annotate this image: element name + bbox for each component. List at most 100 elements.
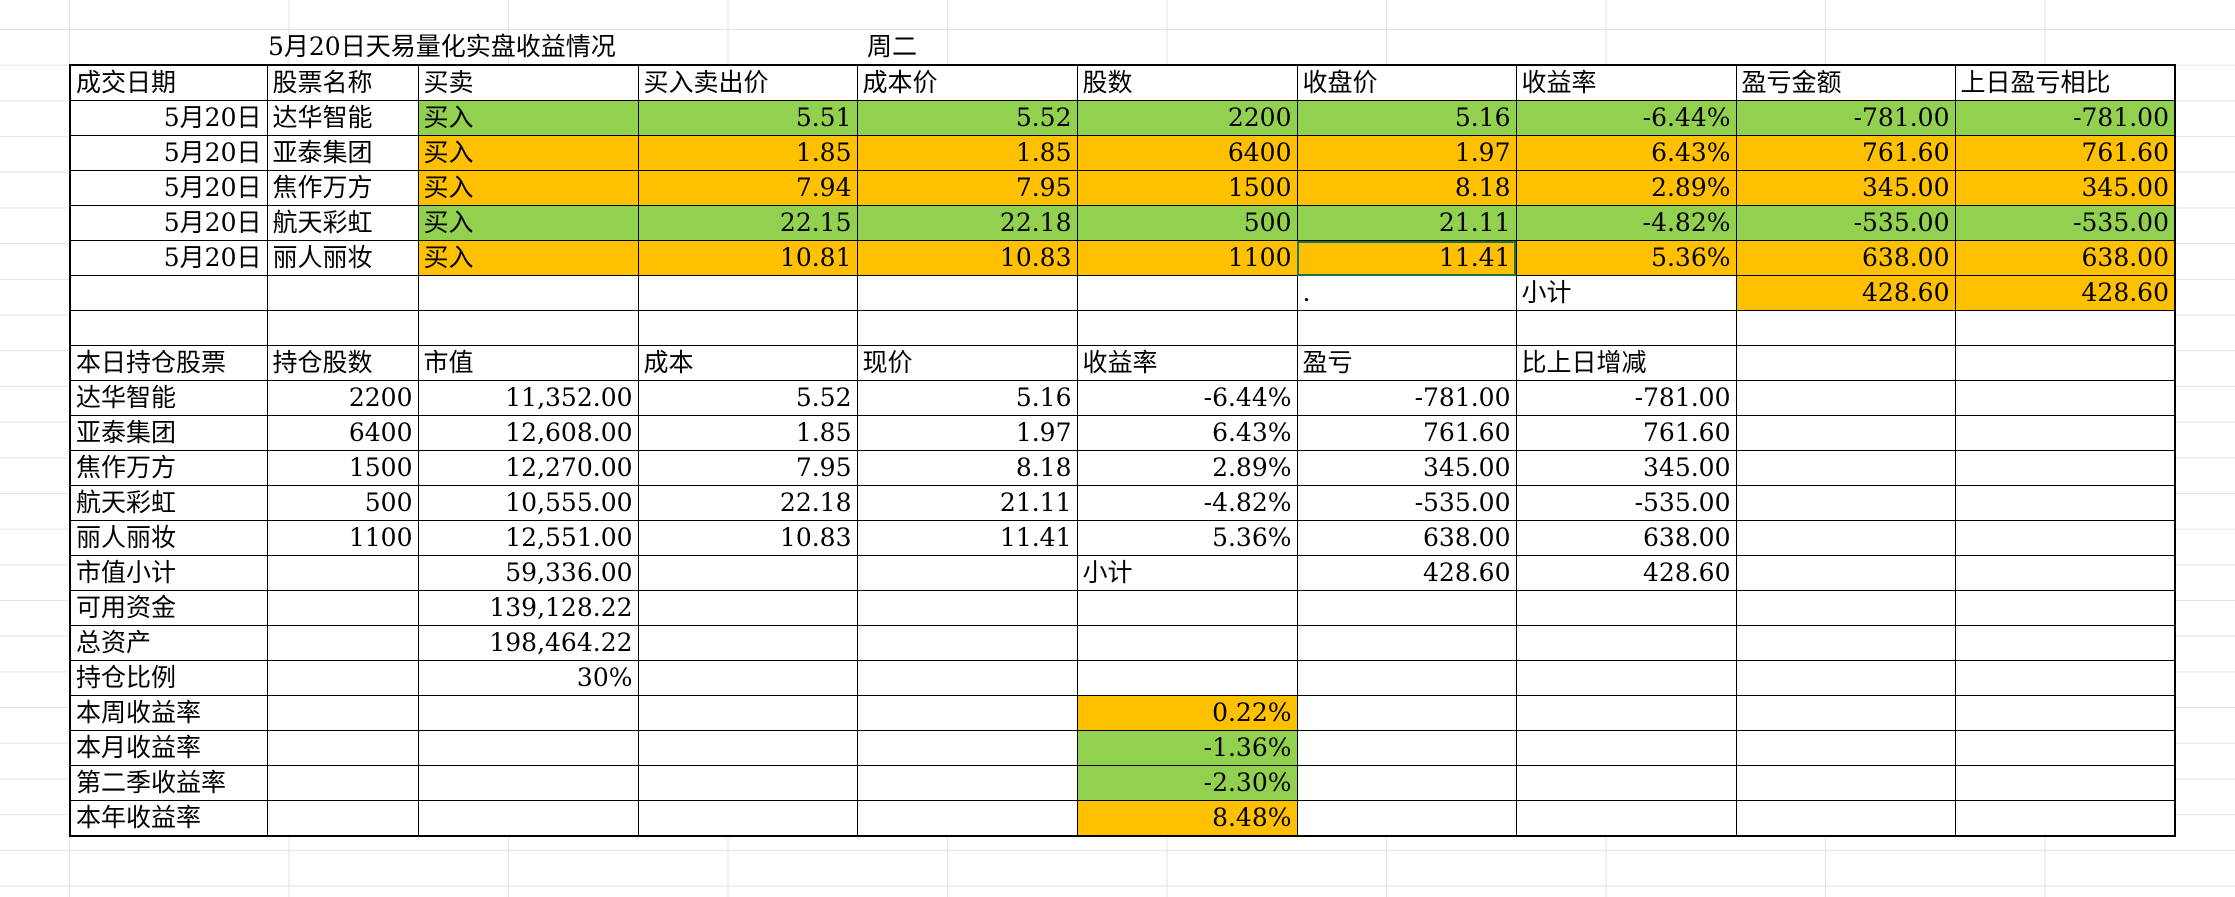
holding-cell-holding-stock[interactable]: 丽人丽妆	[69, 519, 268, 556]
trade-cell-return-rate[interactable]: -6.44%	[1515, 100, 1737, 136]
trade-subtotal-vs-prev[interactable]: 428.60	[1954, 275, 2176, 311]
empty-cell[interactable]	[856, 275, 1078, 311]
empty-cell[interactable]	[266, 764, 419, 801]
empty-cell[interactable]	[1954, 624, 2176, 661]
empty-cell[interactable]	[1515, 589, 1737, 626]
empty-cell[interactable]	[417, 799, 639, 837]
header-pnl-amount[interactable]: 盈亏金额	[1735, 64, 1956, 101]
trade-cell-return-rate[interactable]: 6.43%	[1515, 135, 1737, 171]
trade-cell-pnl-amount[interactable]: -535.00	[1735, 205, 1956, 241]
market-value-subtotal[interactable]: 59,336.00	[417, 554, 639, 591]
header-vs-prev-pnl[interactable]: 上日盈亏相比	[1954, 64, 2176, 101]
header-holding-shares[interactable]: 持仓股数	[266, 344, 419, 381]
trade-cell-trade-price[interactable]: 22.15	[637, 205, 858, 241]
empty-cell[interactable]	[1954, 519, 2176, 556]
holding-cell-holding-stock[interactable]: 亚泰集团	[69, 414, 268, 451]
holding-cell-cost[interactable]: 22.18	[637, 484, 858, 521]
empty-cell[interactable]	[1735, 519, 1956, 556]
return-period-value[interactable]: -1.36%	[1076, 729, 1298, 766]
trade-cell-trade-price[interactable]: 1.85	[637, 135, 858, 171]
holding-cell-vs-prev[interactable]: 638.00	[1515, 519, 1737, 556]
empty-cell[interactable]	[1735, 414, 1956, 451]
empty-cell[interactable]	[637, 694, 858, 731]
empty-cell[interactable]	[1296, 694, 1517, 731]
trade-cell-close-price[interactable]: 11.41	[1296, 240, 1517, 276]
trade-cell-trade-date[interactable]: 5月20日	[69, 240, 268, 276]
empty-cell[interactable]	[1735, 589, 1956, 626]
holding-cell-current-price[interactable]: 5.16	[856, 379, 1078, 416]
trade-cell-vs-prev-pnl[interactable]: -781.00	[1954, 100, 2176, 136]
empty-cell[interactable]	[1954, 310, 2176, 346]
trade-cell-side[interactable]: 买入	[417, 100, 639, 136]
holding-cell-holding-shares[interactable]: 500	[266, 484, 419, 521]
trade-cell-trade-price[interactable]: 5.51	[637, 100, 858, 136]
holding-cell-return-rate[interactable]: 6.43%	[1076, 414, 1298, 451]
holdings-subtotal-label[interactable]: 小计	[1076, 554, 1298, 591]
trade-cell-trade-date[interactable]: 5月20日	[69, 205, 268, 241]
empty-cell[interactable]	[266, 275, 419, 311]
dot-cell[interactable]: .	[1296, 275, 1517, 311]
empty-cell[interactable]	[637, 554, 858, 591]
empty-cell[interactable]	[1735, 484, 1956, 521]
empty-cell[interactable]	[1735, 624, 1956, 661]
empty-cell[interactable]	[266, 799, 419, 837]
holding-cell-current-price[interactable]: 1.97	[856, 414, 1078, 451]
empty-cell[interactable]	[417, 694, 639, 731]
holding-cell-holding-shares[interactable]: 1100	[266, 519, 419, 556]
trade-cell-side[interactable]: 买入	[417, 240, 639, 276]
holding-cell-holding-shares[interactable]: 1500	[266, 449, 419, 486]
empty-cell[interactable]	[856, 729, 1078, 766]
holding-cell-cost[interactable]: 7.95	[637, 449, 858, 486]
empty-cell[interactable]	[417, 729, 639, 766]
empty-cell[interactable]	[637, 589, 858, 626]
trade-subtotal-pnl[interactable]: 428.60	[1735, 275, 1956, 311]
empty-cell[interactable]	[1954, 484, 2176, 521]
empty-cell[interactable]	[1954, 554, 2176, 591]
trade-cell-stock-name[interactable]: 航天彩虹	[266, 205, 419, 241]
empty-cell[interactable]	[417, 310, 639, 346]
empty-cell[interactable]	[266, 694, 419, 731]
empty-cell[interactable]	[1296, 589, 1517, 626]
trade-cell-trade-date[interactable]: 5月20日	[69, 100, 268, 136]
return-period-label[interactable]: 第二季收益率	[69, 764, 268, 801]
holding-cell-market-value[interactable]: 12,608.00	[417, 414, 639, 451]
holding-cell-return-rate[interactable]: -6.44%	[1076, 379, 1298, 416]
holding-cell-vs-prev[interactable]: -781.00	[1515, 379, 1737, 416]
trade-cell-side[interactable]: 买入	[417, 135, 639, 171]
trade-cell-return-rate[interactable]: 5.36%	[1515, 240, 1737, 276]
position-ratio-label[interactable]: 持仓比例	[69, 659, 268, 696]
empty-cell[interactable]	[266, 554, 419, 591]
holding-cell-current-price[interactable]: 8.18	[856, 449, 1078, 486]
holding-cell-vs-prev[interactable]: 761.60	[1515, 414, 1737, 451]
empty-cell[interactable]	[1735, 764, 1956, 801]
empty-cell[interactable]	[1076, 275, 1298, 311]
header-trade-date[interactable]: 成交日期	[69, 64, 268, 101]
trade-cell-trade-date[interactable]: 5月20日	[69, 135, 268, 171]
empty-cell[interactable]	[266, 589, 419, 626]
header-side[interactable]: 买卖	[417, 64, 639, 101]
empty-cell[interactable]	[1296, 729, 1517, 766]
empty-cell[interactable]	[637, 659, 858, 696]
weekday-label[interactable]: 周二	[867, 32, 918, 61]
empty-cell[interactable]	[1954, 414, 2176, 451]
holding-cell-cost[interactable]: 10.83	[637, 519, 858, 556]
return-period-value[interactable]: -2.30%	[1076, 764, 1298, 801]
holding-cell-holding-stock[interactable]: 达华智能	[69, 379, 268, 416]
trade-cell-shares[interactable]: 2200	[1076, 100, 1298, 136]
empty-cell[interactable]	[1954, 694, 2176, 731]
header-return-rate[interactable]: 收益率	[1076, 344, 1298, 381]
holding-cell-return-rate[interactable]: -4.82%	[1076, 484, 1298, 521]
report-title[interactable]: 5月20日天易量化实盘收益情况	[268, 32, 616, 61]
trade-cell-stock-name[interactable]: 达华智能	[266, 100, 419, 136]
header-close-price[interactable]: 收盘价	[1296, 64, 1517, 101]
trade-cell-side[interactable]: 买入	[417, 205, 639, 241]
empty-cell[interactable]	[1735, 310, 1956, 346]
header-current-price[interactable]: 现价	[856, 344, 1078, 381]
empty-cell[interactable]	[1515, 799, 1737, 837]
empty-cell[interactable]	[1735, 799, 1956, 837]
empty-cell[interactable]	[1954, 799, 2176, 837]
holding-cell-holding-stock[interactable]: 焦作万方	[69, 449, 268, 486]
empty-cell[interactable]	[266, 729, 419, 766]
empty-cell[interactable]	[1296, 659, 1517, 696]
empty-cell[interactable]	[69, 310, 268, 346]
